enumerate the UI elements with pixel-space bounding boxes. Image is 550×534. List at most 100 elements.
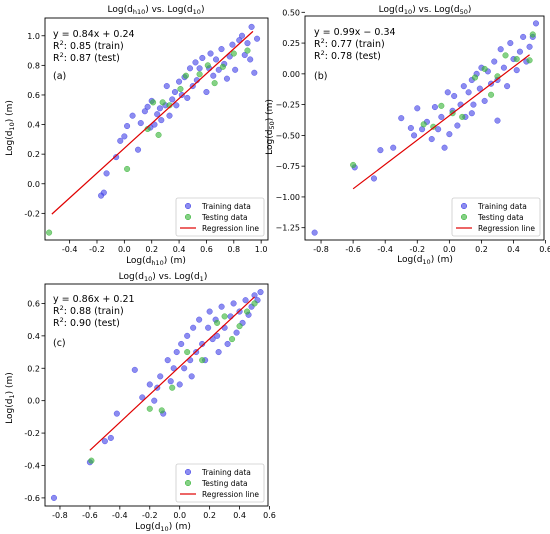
training-point xyxy=(210,72,217,79)
training-point xyxy=(215,66,222,73)
testing-point xyxy=(184,349,191,356)
chart-c: Log(d10) vs. Log(d1) -0.8 -0.6 -0.4 -0.2 0.0… xyxy=(5,272,276,533)
chart-title: Log(d10) vs. Log(d1) xyxy=(119,272,208,283)
training-point xyxy=(141,108,148,115)
y-tick-label: 0.50 xyxy=(282,8,300,17)
x-tick-label: 0.0 xyxy=(443,245,456,254)
x-tick-label: -0.2 xyxy=(89,245,105,254)
testing-point xyxy=(204,62,211,69)
x-tick-label: -0.4 xyxy=(62,245,78,254)
y-tick-label: −1.00 xyxy=(275,193,300,202)
training-point xyxy=(207,50,214,57)
testing-point xyxy=(251,300,258,307)
y-tick-label: 0.8 xyxy=(27,61,40,70)
testing-point xyxy=(459,113,466,120)
training-point xyxy=(221,324,228,331)
training-point xyxy=(438,113,445,120)
training-point xyxy=(124,122,131,130)
training-point xyxy=(164,357,171,364)
training-point xyxy=(247,56,254,63)
testing-point xyxy=(488,91,495,98)
testing-point xyxy=(350,161,357,168)
plot-frame xyxy=(44,17,269,241)
training-point xyxy=(171,88,179,96)
training-point xyxy=(121,133,128,140)
y-tick-label: 0.6 xyxy=(27,299,40,308)
legend-regression-label: Regression line xyxy=(202,224,259,233)
testing-point xyxy=(155,131,162,138)
training-point xyxy=(476,85,483,92)
equation-text: y = 0.99x − 0.34 xyxy=(314,27,396,38)
testing-point xyxy=(182,72,189,79)
y-tick-label: -0.4 xyxy=(24,461,40,470)
training-point xyxy=(173,102,180,109)
x-tick-label: 0.6 xyxy=(539,245,550,254)
training-point xyxy=(504,83,511,90)
testing-point xyxy=(230,50,237,57)
training-point xyxy=(229,41,236,48)
training-point xyxy=(526,43,533,50)
legend-testing-marker xyxy=(460,213,468,221)
testing-point xyxy=(196,71,203,78)
legend-training-label: Training data xyxy=(201,202,251,211)
training-point xyxy=(199,340,206,348)
legend-box xyxy=(175,197,265,237)
chart-title: Log(dh10) vs. Log(d10) xyxy=(108,5,205,16)
r2-train-text: R2: 0.77 (train) xyxy=(314,37,385,50)
legend-testing-marker xyxy=(184,213,192,221)
training-point xyxy=(178,91,185,99)
training-point xyxy=(370,175,378,182)
chart-a: Log(dh10) vs. Log(d10) -0.4 -0.2 0.0 0.2 0.4… xyxy=(5,5,269,267)
training-point xyxy=(431,104,438,111)
y-tick-label: -0.6 xyxy=(24,494,40,503)
training-point xyxy=(173,349,180,356)
y-tick-label: 0.2 xyxy=(27,364,40,373)
x-tick-label: 0.2 xyxy=(145,245,158,254)
training-point xyxy=(311,229,318,236)
testing-point xyxy=(177,85,184,93)
regression-line xyxy=(352,54,530,190)
training-point xyxy=(398,115,405,122)
training-point xyxy=(257,289,264,296)
training-point xyxy=(513,67,520,74)
training-point xyxy=(129,112,136,119)
chart-b: Log(d10) vs. Log(d50) -0.8 -0.6 -0.4 -0.2 0.… xyxy=(265,5,550,266)
y-axis-label: Log(d1) (m) xyxy=(5,372,16,424)
training-point xyxy=(233,329,240,336)
training-point xyxy=(491,58,498,65)
x-axis-label: Log(d10) (m) xyxy=(397,255,453,266)
panel-label: (c) xyxy=(53,338,66,349)
training-point xyxy=(244,40,251,47)
regression-line xyxy=(89,296,255,451)
training-point xyxy=(494,117,501,124)
training-point xyxy=(151,397,158,404)
y-tick-label: 0.0 xyxy=(27,397,40,406)
testing-point xyxy=(236,323,243,330)
legend-training-marker xyxy=(460,202,468,210)
training-point xyxy=(139,394,146,401)
equation-text: y = 0.86x + 0.21 xyxy=(53,294,135,305)
plot-frame xyxy=(304,15,545,241)
training-point xyxy=(103,170,110,177)
testing-point xyxy=(146,405,153,412)
training-point xyxy=(532,20,540,27)
testing-point xyxy=(169,384,176,391)
training-point xyxy=(407,124,414,132)
x-tick-label: 0.4 xyxy=(173,245,186,254)
training-point xyxy=(226,53,233,60)
panel-label: (a) xyxy=(53,71,66,82)
training-point xyxy=(428,136,435,143)
legend-testing-label: Testing data xyxy=(201,213,248,222)
testing-point xyxy=(529,31,536,38)
y-tick-label: 0.2 xyxy=(27,150,40,159)
y-tick-label: -0.2 xyxy=(24,429,40,438)
training-point xyxy=(163,83,170,90)
training-point xyxy=(188,373,195,380)
r2-test-text: R2: 0.90 (test) xyxy=(53,316,120,329)
legend-training-marker xyxy=(184,468,192,476)
testing-point xyxy=(221,313,228,320)
legend-regression-label: Regression line xyxy=(202,490,259,499)
x-tick-label: 0.6 xyxy=(200,245,213,254)
x-tick-label: -0.8 xyxy=(313,245,329,254)
